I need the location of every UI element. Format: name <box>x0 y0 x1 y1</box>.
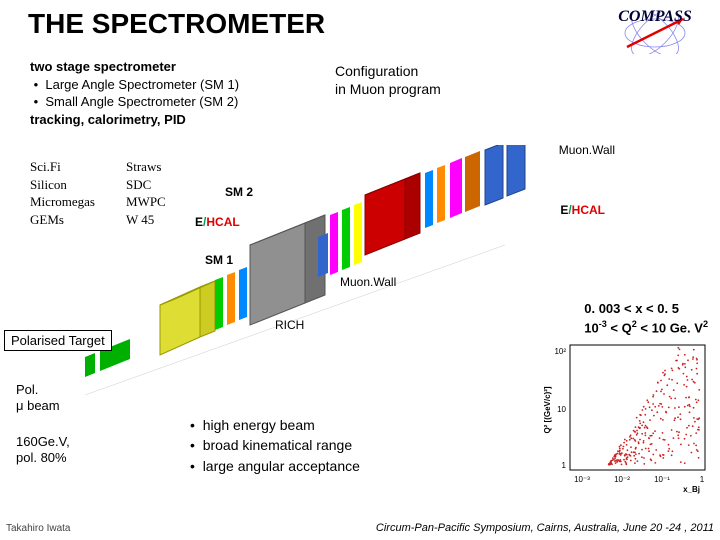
desc-bullet1: • Large Angle Spectrometer (SM 1) <box>30 76 239 94</box>
spectrometer-diagram: SM 2 E/HCAL SM 1 Muon.Wall E/HCAL Muon.W… <box>85 145 545 405</box>
beam-spec: 160Ge.V, pol. 80% <box>16 434 70 467</box>
config-block: Configuration in Muon program <box>335 62 441 98</box>
logo-text: COMPASS <box>610 8 700 26</box>
svg-text:x_Bj: x_Bj <box>683 485 700 494</box>
description-block: two stage spectrometer • Large Angle Spe… <box>30 58 239 128</box>
svg-text:10²: 10² <box>554 347 566 356</box>
svg-text:10⁻³: 10⁻³ <box>574 475 590 484</box>
label-rich: RICH <box>275 318 304 332</box>
svg-text:10: 10 <box>557 405 566 414</box>
svg-text:1: 1 <box>562 461 567 470</box>
svg-text:10⁻¹: 10⁻¹ <box>654 475 670 484</box>
kinematic-range: 0. 003 < x < 0. 5 10-3 < Q2 < 10 Ge. V2 <box>584 300 708 336</box>
polarised-target-label: Polarised Target <box>4 330 112 351</box>
feature-bullets: • high energy beam • broad kinematical r… <box>190 415 360 476</box>
footer-conference: Circum-Pan-Pacific Symposium, Cairns, Au… <box>376 522 714 534</box>
desc-line1: two stage spectrometer <box>30 58 239 76</box>
kinematic-plot: 10⁻³ 10⁻² 10⁻¹ 1 x_Bj 1 10 10² Q² [(GeV/… <box>542 340 712 495</box>
config-line1: Configuration <box>335 62 441 80</box>
compass-logo: COMPASS <box>610 10 700 55</box>
label-muonwall-top: Muon.Wall <box>559 143 615 157</box>
config-line2: in Muon program <box>335 80 441 98</box>
pol-beam: Pol. μ beam <box>16 382 60 415</box>
desc-line4: tracking, calorimetry, PID <box>30 111 239 129</box>
label-ehcal-right: E/HCAL <box>560 203 605 217</box>
label-muonwall-mid: Muon.Wall <box>340 275 396 289</box>
label-sm2: SM 2 <box>225 185 253 199</box>
svg-text:10⁻²: 10⁻² <box>614 475 630 484</box>
label-sm1: SM 1 <box>205 253 233 267</box>
svg-text:1: 1 <box>700 475 705 484</box>
label-ehcal-top: E/HCAL <box>195 215 240 229</box>
desc-bullet2: • Small Angle Spectrometer (SM 2) <box>30 93 239 111</box>
footer-author: Takahiro Iwata <box>6 523 70 534</box>
svg-text:Q² [(GeV/c)²]: Q² [(GeV/c)²] <box>543 386 552 433</box>
